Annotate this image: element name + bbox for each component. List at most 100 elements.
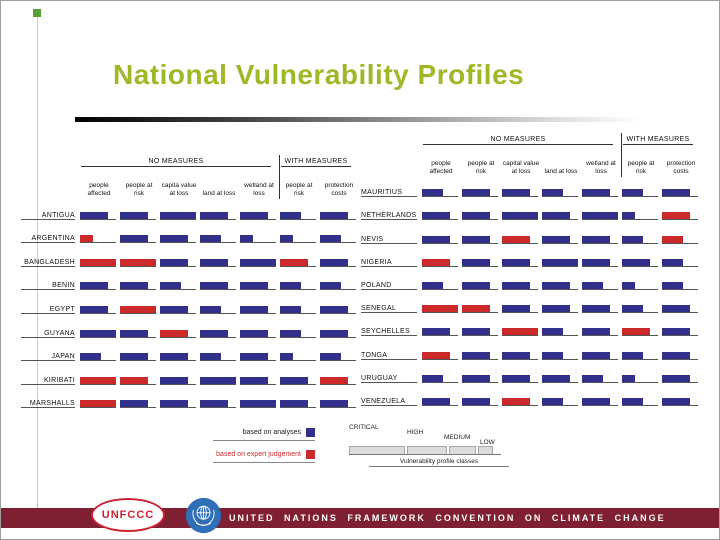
country-label-cell: ANTIGUA — [19, 199, 79, 223]
cell-baseline — [462, 219, 498, 221]
vulnerability-bar — [320, 258, 348, 266]
accent-square — [33, 9, 41, 17]
analyses-swatch-icon — [306, 427, 315, 437]
bar-cell — [461, 386, 501, 409]
vulnerability-bar — [422, 305, 458, 313]
cell-baseline — [662, 196, 698, 198]
bar-cell — [461, 363, 501, 386]
cell-baseline — [622, 196, 658, 198]
cell-baseline — [280, 407, 316, 409]
vulnerability-bar — [80, 211, 108, 219]
cell-baseline — [582, 358, 618, 360]
bar-cell — [199, 223, 239, 247]
row-baseline — [361, 381, 417, 383]
row-baseline — [361, 288, 417, 290]
vulnerability-bar — [280, 282, 301, 290]
column-header: protection costs — [324, 182, 354, 197]
bar-cell — [279, 388, 319, 412]
footer-band — [1, 508, 719, 528]
cell-baseline — [542, 358, 578, 360]
vulnerability-bar — [280, 400, 308, 408]
vulnerability-bar — [240, 400, 276, 408]
country-label: EGYPT — [49, 305, 75, 313]
vulnerability-bar — [160, 329, 188, 337]
vulnerability-bar — [80, 400, 116, 408]
cell-baseline — [120, 242, 156, 244]
cell-baseline — [542, 335, 578, 337]
cell-baseline — [240, 312, 276, 314]
cell-baseline — [280, 383, 316, 385]
cell-baseline — [462, 196, 498, 198]
bar-cell — [621, 223, 661, 246]
vulnerability-bar — [280, 329, 301, 337]
cell-baseline — [280, 360, 316, 362]
bar-cell — [279, 270, 319, 294]
vulnerability-bar — [462, 258, 490, 266]
vulnerability-bar — [422, 328, 450, 336]
vulnerability-bar — [542, 212, 570, 220]
vulnerability-bar — [280, 211, 301, 219]
vulnerability-bar — [240, 329, 268, 337]
cell-baseline — [80, 265, 116, 267]
bar-cell — [621, 339, 661, 362]
bar-cell — [541, 386, 581, 409]
expert-swatch-icon — [306, 449, 315, 459]
country-label-cell: SEYCHELLES — [359, 316, 421, 339]
bar-cell — [159, 317, 199, 341]
cell-baseline — [622, 288, 658, 290]
row-baseline — [361, 196, 417, 198]
row-baseline — [361, 242, 417, 244]
bar-cell — [319, 341, 359, 365]
vulnerability-bar — [422, 189, 443, 197]
cell-baseline — [120, 265, 156, 267]
cell-baseline — [502, 358, 538, 360]
bar-cell — [159, 388, 199, 412]
cell-baseline — [462, 335, 498, 337]
cell-baseline — [240, 218, 276, 220]
cell-baseline — [240, 407, 276, 409]
bar-cell — [501, 339, 541, 362]
vulnerability-bar — [582, 351, 610, 359]
vulnerability-bar — [542, 189, 563, 197]
legend-analyses-row: based on analyses — [213, 426, 315, 441]
table-row: MARSHALLS — [19, 388, 359, 412]
bar-cell — [581, 270, 621, 293]
bar-cell — [199, 341, 239, 365]
country-label: ARGENTINA — [31, 235, 75, 243]
vulnerability-bar — [622, 397, 643, 405]
vulnerability-bar — [120, 305, 156, 313]
cell-baseline — [542, 219, 578, 221]
vulnerability-bar — [662, 235, 683, 243]
country-label: TONGA — [361, 351, 388, 359]
vulnerability-bar — [502, 305, 530, 313]
table-row: ARGENTINA — [19, 223, 359, 247]
vulnerability-bar — [462, 235, 490, 243]
bar-cell — [661, 386, 701, 409]
vulnerability-bar — [662, 189, 690, 197]
right-chart-panel: NO MEASURES WITH MEASURES people affected p… — [359, 131, 703, 409]
table-row: NETHERLANDS — [359, 200, 703, 223]
table-row: MAURITIUS — [359, 177, 703, 200]
bar-cell — [501, 316, 541, 339]
bar-cell — [119, 388, 159, 412]
bar-cell — [79, 341, 119, 365]
vulnerability-bar — [462, 374, 490, 382]
cell-baseline — [422, 358, 458, 360]
bar-cell — [661, 363, 701, 386]
bar-cell — [461, 223, 501, 246]
column-header: land at loss — [202, 189, 236, 197]
bar-cell — [581, 247, 621, 270]
vulnerability-bar — [622, 305, 643, 313]
cell-baseline — [120, 407, 156, 409]
bar-cell — [239, 364, 279, 388]
bar-cell — [541, 293, 581, 316]
country-label-cell: NETHERLANDS — [359, 200, 421, 223]
vulnerability-bar — [200, 329, 228, 337]
country-label-cell: TONGA — [359, 339, 421, 362]
vulnerability-bar — [280, 376, 308, 384]
vulnerability-bar — [80, 305, 108, 313]
row-baseline — [361, 219, 417, 221]
vulnerability-bar — [542, 258, 578, 266]
bar-cell — [421, 339, 461, 362]
vulnerability-bar — [502, 374, 530, 382]
